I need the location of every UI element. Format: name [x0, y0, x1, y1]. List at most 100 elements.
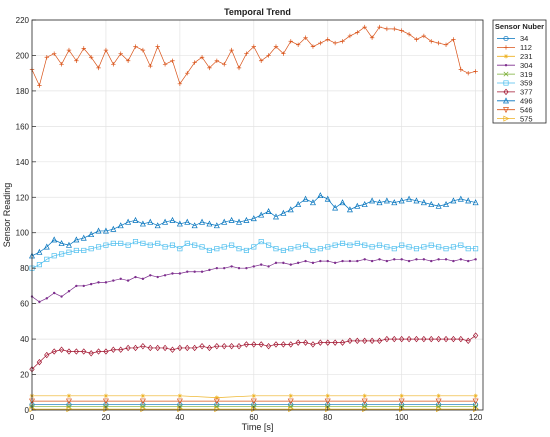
plot-frame [31, 19, 484, 411]
data-point [155, 44, 160, 49]
data-point [252, 265, 256, 268]
y-tick-label: 200 [16, 51, 30, 60]
data-point [184, 344, 190, 352]
data-point [415, 258, 418, 261]
data-point [140, 393, 146, 399]
data-point [132, 344, 139, 352]
data-point [51, 348, 57, 355]
data-point [265, 208, 272, 215]
data-point [103, 242, 109, 248]
data-point [287, 206, 294, 213]
data-point [458, 242, 464, 248]
data-point [251, 244, 257, 250]
series-359 [29, 239, 479, 271]
data-point [221, 218, 228, 225]
data-point [280, 341, 287, 348]
data-point [406, 335, 412, 343]
data-point [147, 344, 153, 352]
data-point [243, 247, 249, 254]
data-point [399, 242, 405, 248]
data-point [310, 44, 316, 49]
data-point [281, 51, 286, 56]
y-tick-label: 120 [16, 193, 30, 202]
data-point [466, 70, 471, 76]
data-point [51, 51, 57, 56]
data-point [317, 246, 323, 252]
data-point [303, 242, 309, 248]
data-point [435, 202, 442, 209]
series-377 [29, 332, 479, 373]
data-point [450, 335, 457, 343]
data-point [317, 339, 323, 346]
data-point [44, 351, 50, 359]
data-point [473, 246, 479, 252]
y-tick-label: 0 [25, 406, 30, 415]
data-point [413, 335, 420, 343]
data-point [206, 220, 213, 227]
data-point [391, 199, 398, 206]
data-point [421, 335, 427, 343]
data-point [82, 284, 85, 288]
data-point [348, 259, 352, 263]
data-point [223, 266, 226, 270]
data-point [296, 261, 300, 265]
data-point [361, 200, 368, 207]
data-point [398, 197, 405, 204]
data-point [162, 218, 169, 225]
x-tick-label: 0 [30, 413, 35, 422]
data-point [199, 218, 206, 225]
data-point [169, 242, 176, 248]
legend-label: 112 [520, 43, 532, 52]
data-point [162, 344, 168, 352]
data-point [80, 234, 87, 241]
data-point [450, 197, 457, 204]
data-point [362, 404, 368, 409]
data-point [102, 398, 109, 405]
data-point [236, 65, 242, 71]
data-point [66, 47, 72, 53]
data-point [339, 339, 346, 346]
data-point [376, 199, 383, 206]
data-point [310, 341, 316, 348]
data-point [317, 192, 324, 199]
data-point [406, 195, 413, 202]
data-point [295, 244, 301, 250]
data-point [324, 195, 331, 202]
y-tick-label: 160 [16, 122, 30, 131]
data-point [149, 274, 152, 277]
data-point [148, 63, 153, 69]
data-point [141, 277, 145, 281]
data-point [311, 261, 315, 265]
data-point [207, 65, 212, 71]
data-point [89, 282, 93, 286]
data-point [59, 62, 64, 67]
series-line-359 [31, 241, 476, 269]
data-point [126, 279, 130, 282]
legend-label: 359 [520, 79, 533, 88]
data-point [437, 258, 440, 261]
data-point [96, 65, 101, 71]
data-point [88, 231, 95, 238]
data-point [221, 342, 227, 350]
data-point [73, 348, 80, 355]
data-point [140, 342, 146, 350]
data-point [339, 199, 346, 206]
data-point [465, 197, 472, 204]
legend-swatch-marker [503, 71, 509, 77]
data-point [362, 24, 367, 30]
data-point [213, 398, 220, 405]
legend: Sensor Nuber 341122313043193593774965465… [492, 19, 547, 124]
data-point [406, 244, 412, 250]
data-point [229, 242, 235, 248]
data-point [325, 37, 330, 42]
data-point [250, 398, 257, 405]
data-point [362, 337, 368, 345]
data-point [443, 335, 449, 343]
data-point [117, 222, 124, 229]
data-point [103, 47, 109, 53]
legend-entry-34: 34 [497, 34, 528, 43]
data-point [192, 60, 197, 65]
legend-swatch-marker [503, 35, 509, 42]
data-point [176, 220, 183, 227]
legend-swatch-marker [504, 63, 508, 67]
